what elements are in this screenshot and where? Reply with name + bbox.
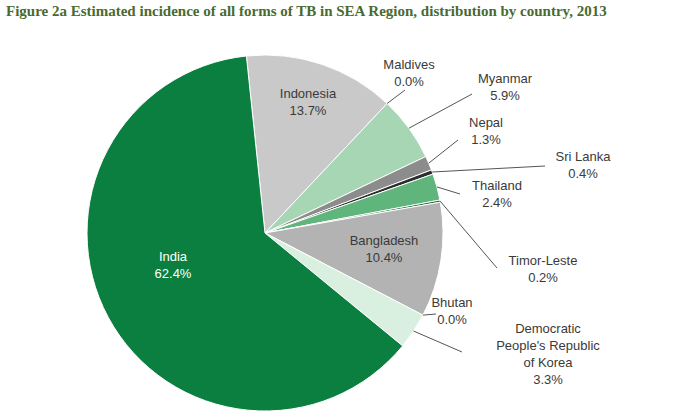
svg-text:India62.4%: India62.4% xyxy=(155,249,192,281)
svg-text:Maldives0.0%: Maldives0.0% xyxy=(383,57,435,89)
svg-text:Indonesia13.7%: Indonesia13.7% xyxy=(280,86,337,118)
svg-text:Sri Lanka0.4%: Sri Lanka0.4% xyxy=(556,149,612,181)
svg-text:DemocraticPeople's Republicof: DemocraticPeople's Republicof Korea3.3% xyxy=(496,321,600,387)
svg-text:Nepal1.3%: Nepal1.3% xyxy=(469,115,503,147)
svg-text:Bangladesh10.4%: Bangladesh10.4% xyxy=(350,233,419,265)
svg-text:Myanmar5.9%: Myanmar5.9% xyxy=(478,71,533,103)
svg-text:Bhutan0.0%: Bhutan0.0% xyxy=(431,295,472,327)
html-text:Figure 2a Estimated incidence: Figure 2a Estimated incidence of all for… xyxy=(6,3,607,19)
svg-text:Timor-Leste0.2%: Timor-Leste0.2% xyxy=(509,253,578,285)
svg-text:Thailand2.4%: Thailand2.4% xyxy=(472,178,522,210)
